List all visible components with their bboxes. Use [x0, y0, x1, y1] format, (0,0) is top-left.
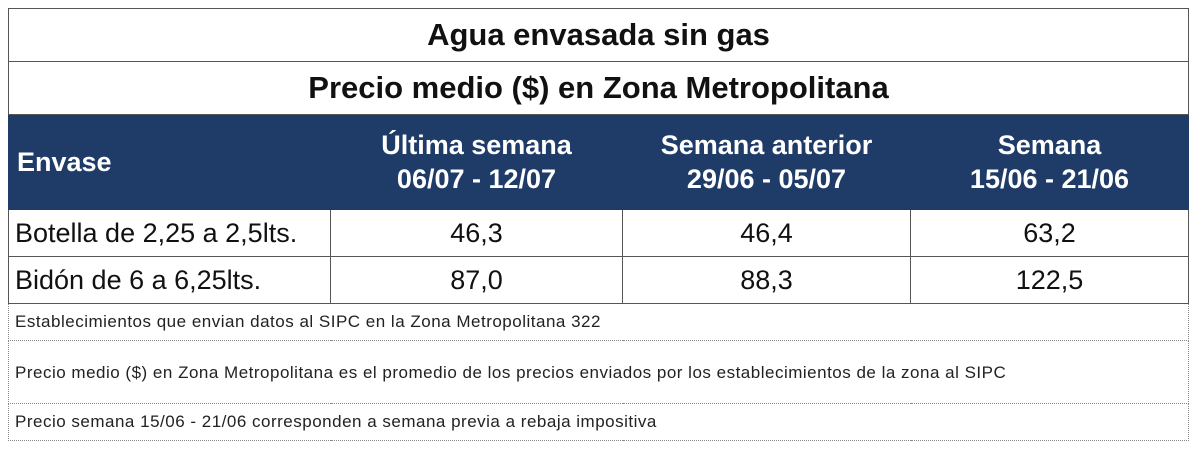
- header-ultima-semana: Última semana 06/07 - 12/07: [330, 114, 623, 210]
- header-semana-anterior: Semana anterior 29/06 - 05/07: [622, 114, 911, 210]
- header-semana-anterior-dates: 29/06 - 05/07: [686, 164, 847, 194]
- table-title: Agua envasada sin gas: [8, 8, 1189, 62]
- price-table-container: Agua envasada sin gas Precio medio ($) e…: [8, 8, 1189, 441]
- note-row: Precio semana 15/06 - 21/06 corresponden…: [8, 403, 1189, 441]
- header-ultima-semana-dates: 06/07 - 12/07: [396, 164, 557, 194]
- note-establecimientos: Establecimientos que envian datos al SIP…: [8, 303, 1189, 341]
- row-envase: Bidón de 6 a 6,25lts.: [8, 256, 331, 304]
- row-anterior: 46,4: [622, 209, 911, 257]
- table-subtitle: Precio medio ($) en Zona Metropolitana: [8, 61, 1189, 115]
- note-precio-medio: Precio medio ($) en Zona Metropolitana e…: [8, 340, 1189, 404]
- note-rebaja: Precio semana 15/06 - 21/06 corresponden…: [8, 403, 1189, 441]
- note-row: Precio medio ($) en Zona Metropolitana e…: [8, 340, 1189, 404]
- row-semana: 122,5: [910, 256, 1189, 304]
- header-ultima-semana-label: Última semana: [381, 130, 572, 160]
- note-row: Establecimientos que envian datos al SIP…: [8, 303, 1189, 341]
- price-table: Agua envasada sin gas Precio medio ($) e…: [8, 8, 1189, 441]
- row-ultima: 46,3: [330, 209, 623, 257]
- header-semana: Semana 15/06 - 21/06: [910, 114, 1189, 210]
- row-semana: 63,2: [910, 209, 1189, 257]
- table-row: Botella de 2,25 a 2,5lts. 46,3 46,4 63,2: [8, 209, 1189, 257]
- header-semana-dates: 15/06 - 21/06: [969, 164, 1130, 194]
- table-row: Bidón de 6 a 6,25lts. 87,0 88,3 122,5: [8, 256, 1189, 304]
- row-anterior: 88,3: [622, 256, 911, 304]
- header-row: Envase Última semana 06/07 - 12/07 Seman…: [8, 114, 1189, 210]
- header-semana-anterior-label: Semana anterior: [660, 130, 873, 160]
- header-envase: Envase: [8, 114, 331, 210]
- row-ultima: 87,0: [330, 256, 623, 304]
- header-semana-label: Semana: [997, 130, 1102, 160]
- row-envase: Botella de 2,25 a 2,5lts.: [8, 209, 331, 257]
